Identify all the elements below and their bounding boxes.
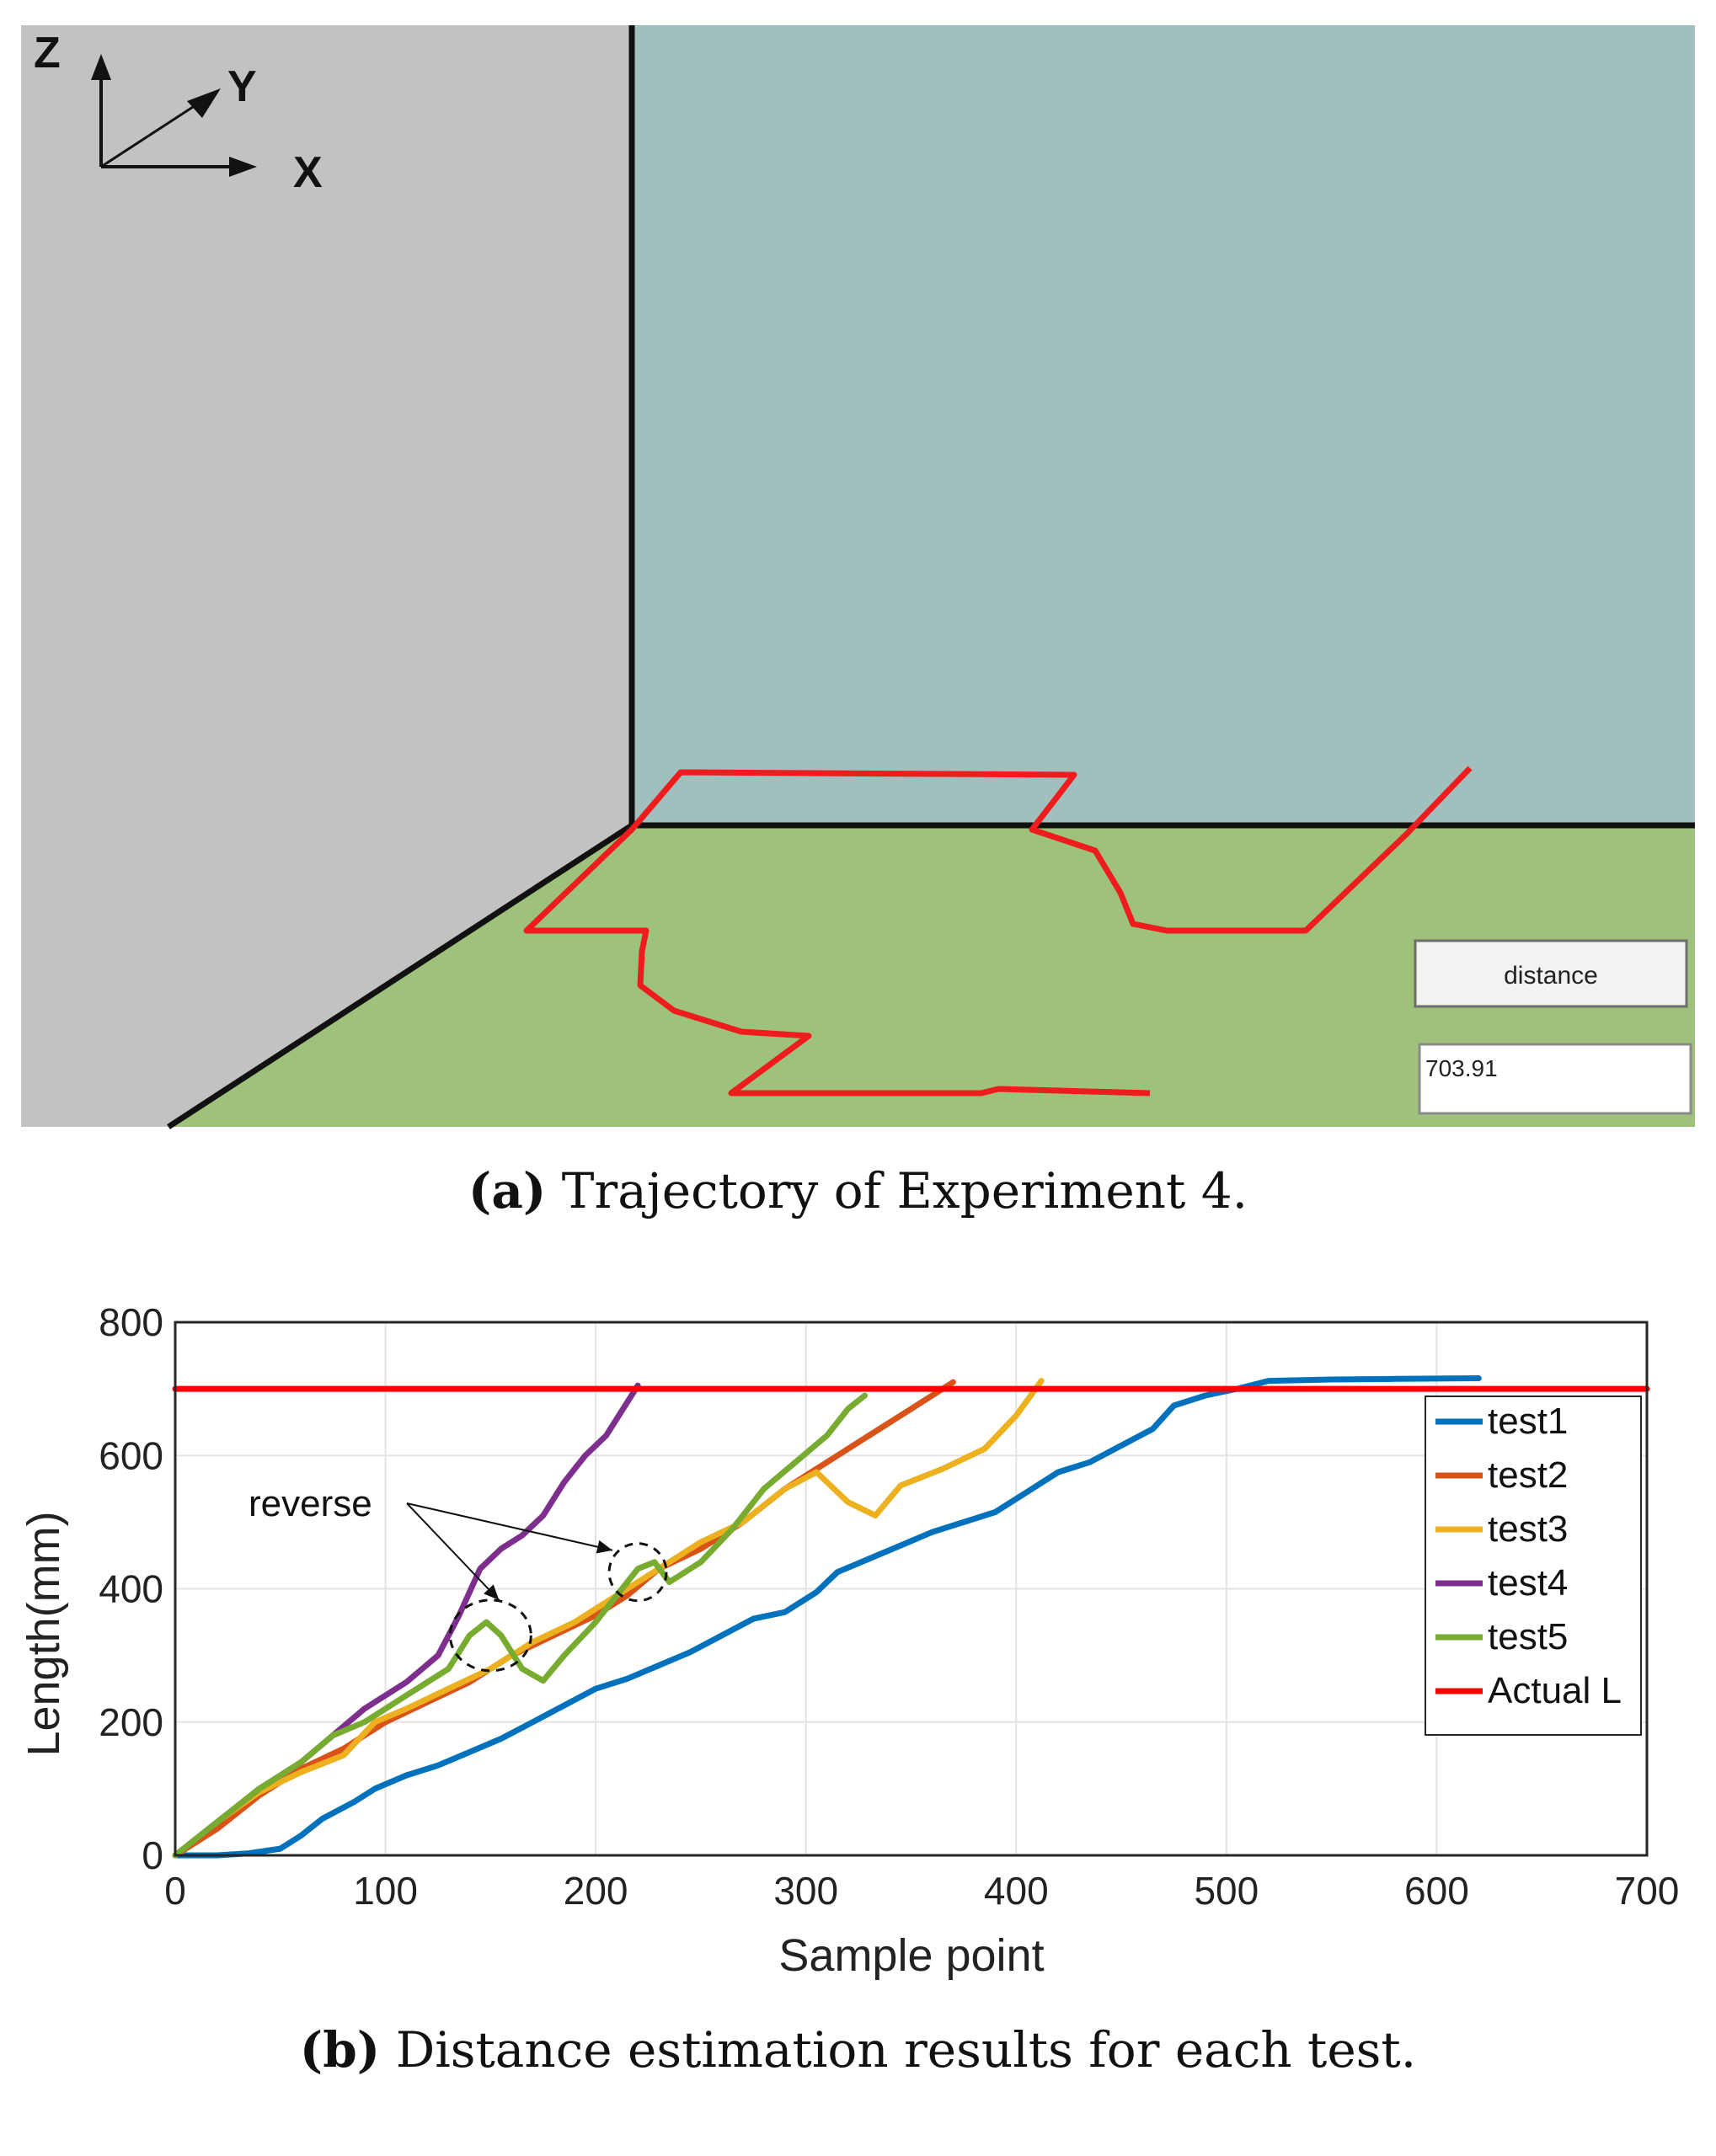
x-tick-label: 300 xyxy=(773,1869,838,1913)
y-tick-label: 600 xyxy=(99,1433,163,1477)
y-axis-label: Length(mm) xyxy=(19,1511,69,1756)
axis-label-x: X xyxy=(293,148,323,197)
legend-label: Actual L xyxy=(1488,1670,1622,1711)
legend-label: test1 xyxy=(1488,1401,1568,1442)
y-tick-label: 200 xyxy=(99,1700,163,1744)
distance-value-field[interactable] xyxy=(1418,1043,1692,1115)
y-tick-label: 800 xyxy=(99,1300,163,1344)
x-tick-label: 0 xyxy=(164,1869,186,1913)
x-arrow-icon xyxy=(229,157,257,177)
back-wall xyxy=(632,25,1695,825)
x-tick-label: 200 xyxy=(564,1869,628,1913)
legend-box xyxy=(1425,1396,1642,1736)
x-tick-label: 400 xyxy=(984,1869,1049,1913)
axis-label-z: Z xyxy=(34,29,61,77)
legend-label: test3 xyxy=(1488,1508,1568,1550)
x-tick-label: 700 xyxy=(1615,1869,1680,1913)
legend-label: test5 xyxy=(1488,1616,1568,1657)
series-line-test5 xyxy=(172,1392,869,1859)
y-arrow-icon xyxy=(187,88,221,118)
caption-b-text: Distance estimation results for each tes… xyxy=(395,2021,1417,2079)
plot-frame xyxy=(174,1321,1649,1857)
series-layer xyxy=(172,1375,1650,1859)
x-tick-label: 600 xyxy=(1404,1869,1469,1913)
x-tick-label: 500 xyxy=(1194,1869,1259,1913)
legend-label: test2 xyxy=(1488,1454,1568,1496)
caption-b: (b) Distance estimation results for each… xyxy=(0,2021,1716,2079)
y-tick-label: 0 xyxy=(142,1833,163,1877)
caption-a-text: Trajectory of Experiment 4. xyxy=(561,1162,1248,1219)
reverse-circle-2 xyxy=(607,1542,668,1603)
series-line-test1 xyxy=(172,1375,1482,1859)
ticks: 0 100 200 300 400 500 600 700 0 200 400 600 800 xyxy=(99,1300,1679,1913)
caption-a: (a) Trajectory of Experiment 4. xyxy=(0,1162,1716,1219)
reverse-arrow-2 xyxy=(406,1502,613,1551)
series-line-test2 xyxy=(172,1379,956,1859)
reverse-annotation: reverse xyxy=(249,1483,372,1524)
trajectory-path xyxy=(523,766,1473,1097)
reverse-arrowhead-2 xyxy=(596,1540,613,1554)
axes-indicator: Z Y X xyxy=(34,29,323,197)
caption-a-tag: (a) xyxy=(468,1162,547,1219)
floor xyxy=(168,825,1695,1127)
trajectory-figure: Z Y X distance 703.91 xyxy=(21,25,1695,1129)
distance-button[interactable] xyxy=(1414,939,1688,1008)
z-arrow-icon xyxy=(91,54,111,80)
x-tick-label: 100 xyxy=(353,1869,418,1913)
series-line-test3 xyxy=(172,1378,1045,1859)
axis-label-y: Y xyxy=(227,62,257,111)
caption-b-tag: (b) xyxy=(299,2021,381,2079)
reverse-arrow-1 xyxy=(406,1502,500,1601)
x-axis-label: Sample point xyxy=(778,1930,1044,1981)
reverse-arrowhead-1 xyxy=(484,1584,500,1600)
legend-label: test4 xyxy=(1488,1562,1568,1604)
distance-button-label: distance xyxy=(1504,962,1598,990)
y-tick-label: 400 xyxy=(99,1567,163,1611)
legend: test1 test2 test3 test4 test5 Actual L xyxy=(1425,1396,1642,1736)
distance-value: 703.91 xyxy=(1425,1055,1498,1081)
distance-chart: 0 100 200 300 400 500 600 700 0 200 400 600 800 Samp… xyxy=(19,1300,1679,1981)
floor-left-edge xyxy=(167,823,633,1129)
